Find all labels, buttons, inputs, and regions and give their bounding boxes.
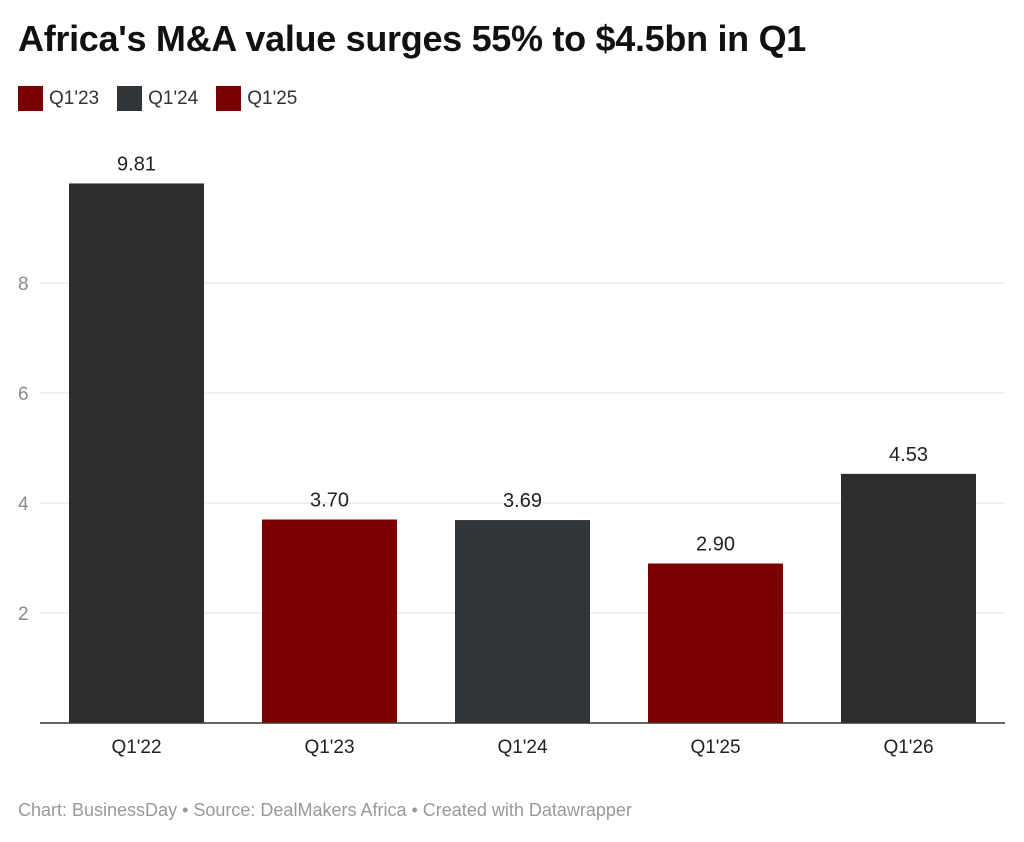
x-tick-label-q1-26: Q1'26 [883, 737, 933, 758]
y-tick-label-8: 8 [18, 274, 29, 295]
legend-swatch-q1-23 [18, 86, 43, 111]
value-label-q1-23: 3.70 [310, 490, 349, 512]
x-tick-label-q1-24: Q1'24 [497, 737, 548, 758]
bar-chart: 2 4 6 8 9.81 Q1'22 3.70 Q1'23 3.69 Q1'24 2.90 Q1'25… [18, 153, 1005, 758]
bar-q1-22 [69, 183, 204, 723]
x-tick-label-q1-23: Q1'23 [304, 737, 354, 758]
value-label-q1-26: 4.53 [889, 444, 928, 466]
footer-separator-1: • [177, 800, 194, 820]
footer-separator-2: • [406, 800, 423, 820]
value-label-q1-24: 3.69 [503, 490, 542, 512]
bar-q1-23 [262, 519, 397, 723]
chart-footer: Chart: BusinessDay • Source: DealMakers … [18, 800, 632, 821]
y-tick-label-4: 4 [18, 494, 29, 515]
legend-item-q1-23: Q1'23 [18, 86, 99, 111]
legend-item-q1-25: Q1'25 [216, 86, 297, 111]
value-label-q1-25: 2.90 [696, 534, 735, 556]
y-tick-label-6: 6 [18, 384, 29, 405]
x-tick-label-q1-22: Q1'22 [111, 737, 161, 758]
legend-label-q1-23: Q1'23 [49, 87, 100, 109]
chart-legend: Q1'23 Q1'24 Q1'25 [18, 86, 297, 111]
y-tick-label-2: 2 [18, 604, 29, 625]
value-label-q1-22: 9.81 [117, 153, 156, 175]
legend-item-q1-24: Q1'24 [117, 86, 198, 111]
chart-title: Africa's M&A value surges 55% to $4.5bn … [18, 18, 806, 59]
bar-q1-26 [841, 473, 976, 723]
legend-swatch-q1-25 [216, 86, 242, 111]
legend-label-q1-24: Q1'24 [148, 87, 199, 109]
legend-label-q1-25: Q1'25 [247, 87, 298, 109]
legend-swatch-q1-24 [117, 86, 143, 111]
bar-q1-25 [648, 563, 783, 723]
bar-q1-24 [455, 520, 590, 723]
footer-created-with: Created with Datawrapper [422, 800, 632, 820]
footer-source: Source: DealMakers Africa [193, 800, 407, 820]
x-tick-label-q1-25: Q1'25 [690, 737, 740, 758]
footer-chart-credit: Chart: BusinessDay [18, 800, 178, 820]
